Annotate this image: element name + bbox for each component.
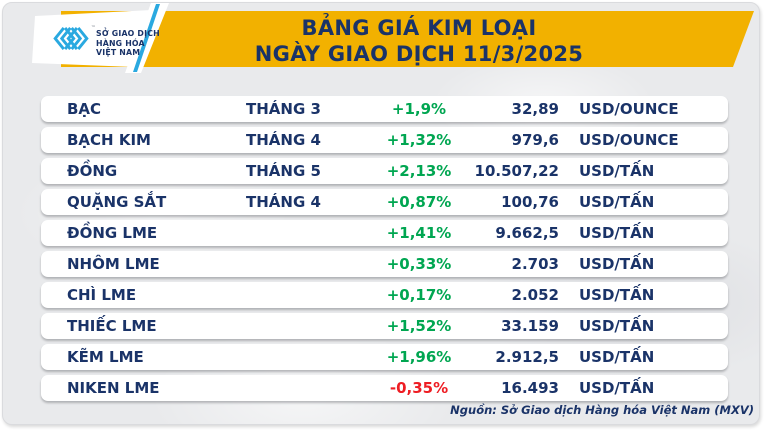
price-unit: USD/TẤN <box>579 255 655 273</box>
mxv-chevron-logo-icon <box>53 27 89 50</box>
source-note: Nguồn: Sở Giao dịch Hàng hóa Việt Nam (M… <box>450 403 754 417</box>
price-value: 2.052 <box>511 286 559 304</box>
price-unit: USD/OUNCE <box>579 131 679 149</box>
table-row: NHÔM LME +0,33% 2.703 USD/TẤN <box>41 251 728 277</box>
table-row: NIKEN LME -0,35% 16.493 USD/TẤN <box>41 375 728 401</box>
price-unit: USD/TẤN <box>579 348 655 366</box>
price-table: BẠC THÁNG 3 +1,9% 32,89 USD/OUNCE BẠCH KIM THÁ… <box>41 96 728 406</box>
exchange-name: SỞ GIAO DỊCH HÀNG HÓA VIỆT NAM <box>96 29 160 58</box>
logo-plate <box>32 10 152 67</box>
commodity-name: BẠCH KIM <box>67 131 151 149</box>
infographic-card: ™ SỞ GIAO DỊCH HÀNG HÓA VIỆT NAM BẢNG GI… <box>2 2 760 425</box>
table-row: CHÌ LME +0,17% 2.052 USD/TẤN <box>41 282 728 308</box>
price-unit: USD/TẤN <box>579 379 655 397</box>
change-percent: +1,32% <box>386 131 452 149</box>
price-value: 979,6 <box>511 131 559 149</box>
price-value: 100,76 <box>501 193 559 211</box>
price-unit: USD/TẤN <box>579 286 655 304</box>
exchange-name-line3: VIỆT NAM <box>96 48 141 57</box>
exchange-name-line1: SỞ GIAO DỊCH <box>96 29 160 38</box>
commodity-name: QUẶNG SẮT <box>67 193 167 211</box>
price-value: 32,89 <box>511 100 559 118</box>
commodity-name: BẠC <box>67 100 102 118</box>
commodity-name: CHÌ LME <box>67 286 137 304</box>
change-percent: +0,17% <box>386 286 452 304</box>
commodity-name: ĐỒNG <box>67 162 118 180</box>
contract-month: THÁNG 5 <box>246 162 321 180</box>
page-title: BẢNG GIÁ KIM LOẠI NGÀY GIAO DỊCH 11/3/20… <box>163 15 675 67</box>
change-percent: +1,52% <box>386 317 452 335</box>
change-percent: -0,35% <box>389 379 449 397</box>
price-unit: USD/TẤN <box>579 224 655 242</box>
price-value: 33.159 <box>501 317 559 335</box>
table-row: ĐỒNG LME +1,41% 9.662,5 USD/TẤN <box>41 220 728 246</box>
price-value: 10.507,22 <box>474 162 559 180</box>
table-row: KẼM LME +1,96% 2.912,5 USD/TẤN <box>41 344 728 370</box>
contract-month: THÁNG 4 <box>246 131 321 149</box>
commodity-name: NHÔM LME <box>67 255 160 273</box>
change-percent: +0,87% <box>386 193 452 211</box>
change-percent: +1,96% <box>386 348 452 366</box>
commodity-name: ĐỒNG LME <box>67 224 158 242</box>
change-percent: +1,41% <box>386 224 452 242</box>
contract-month: THÁNG 3 <box>246 100 321 118</box>
page-title-line1: BẢNG GIÁ KIM LOẠI <box>301 16 537 40</box>
table-row: ĐỒNG THÁNG 5 +2,13% 10.507,22 USD/TẤN <box>41 158 728 184</box>
page-title-line2: NGÀY GIAO DỊCH 11/3/2025 <box>254 42 584 66</box>
table-row: THIẾC LME +1,52% 33.159 USD/TẤN <box>41 313 728 339</box>
contract-month: THÁNG 4 <box>246 193 321 211</box>
table-row: QUẶNG SẮT THÁNG 4 +0,87% 100,76 USD/TẤN <box>41 189 728 215</box>
trademark-symbol: ™ <box>91 25 96 31</box>
commodity-name: THIẾC LME <box>67 317 157 335</box>
price-value: 2.703 <box>511 255 559 273</box>
exchange-name-line2: HÀNG HÓA <box>96 38 145 48</box>
change-percent: +1,9% <box>391 100 447 118</box>
price-value: 16.493 <box>501 379 559 397</box>
price-unit: USD/TẤN <box>579 193 655 211</box>
change-percent: +2,13% <box>386 162 452 180</box>
commodity-name: KẼM LME <box>67 348 144 366</box>
table-row: BẠCH KIM THÁNG 4 +1,32% 979,6 USD/OUNCE <box>41 127 728 153</box>
price-unit: USD/TẤN <box>579 162 655 180</box>
price-value: 2.912,5 <box>495 348 559 366</box>
commodity-name: NIKEN LME <box>67 379 160 397</box>
price-value: 9.662,5 <box>495 224 559 242</box>
price-unit: USD/OUNCE <box>579 100 679 118</box>
price-unit: USD/TẤN <box>579 317 655 335</box>
change-percent: +0,33% <box>386 255 452 273</box>
table-row: BẠC THÁNG 3 +1,9% 32,89 USD/OUNCE <box>41 96 728 122</box>
header-yellow-band <box>61 11 754 67</box>
